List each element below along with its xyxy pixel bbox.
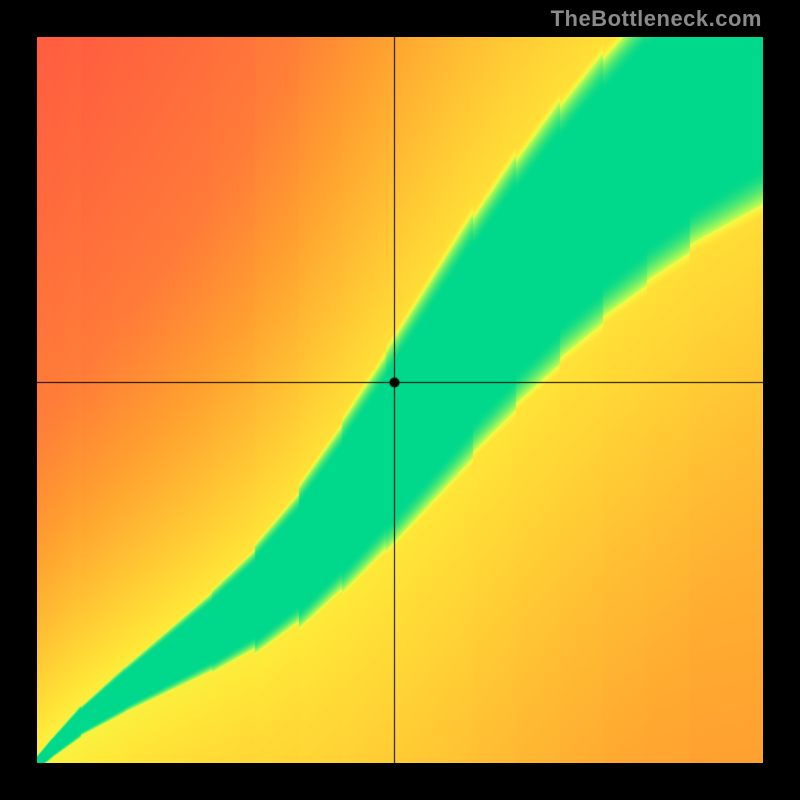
watermark-text: TheBottleneck.com <box>551 6 762 32</box>
chart-stage: TheBottleneck.com <box>0 0 800 800</box>
bottleneck-heatmap <box>37 37 763 763</box>
